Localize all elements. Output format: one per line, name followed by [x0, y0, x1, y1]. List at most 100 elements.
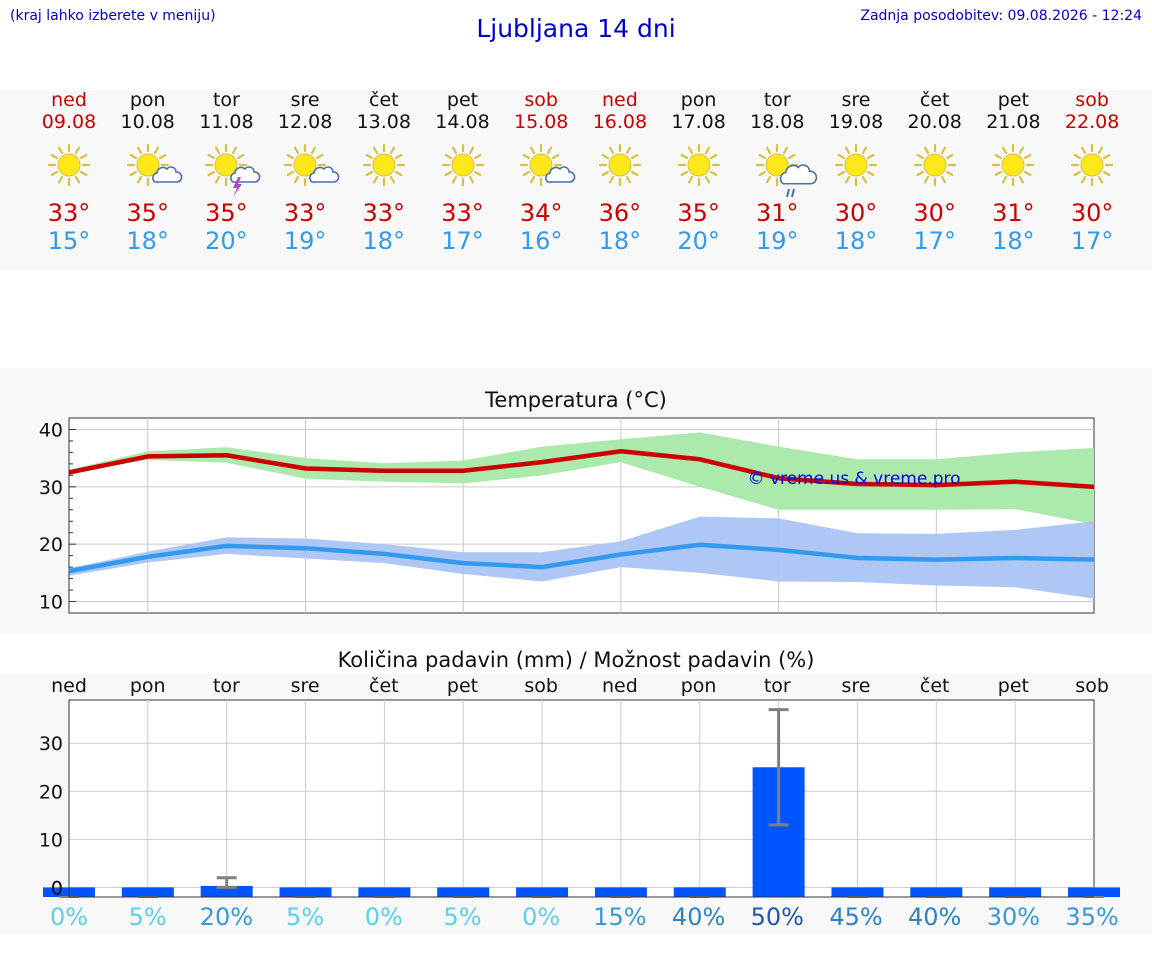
min-temp: 19° — [756, 227, 799, 255]
weather-icon — [913, 143, 956, 187]
max-temp: 35° — [205, 199, 248, 227]
x-category-label: ned — [601, 675, 638, 697]
x-category-label: sob — [524, 675, 558, 697]
y-tick-label: 30 — [39, 733, 63, 755]
max-temp: 35° — [126, 199, 169, 227]
weather-icon — [520, 143, 576, 187]
day-column: pon 10.08 35° 18° — [108, 89, 188, 255]
day-date: 22.08 — [1064, 111, 1120, 133]
max-temp: 33° — [47, 199, 91, 227]
x-category-label: pet — [446, 675, 479, 697]
weather-icon — [834, 143, 878, 187]
day-name: tor — [763, 89, 791, 111]
precip-bar — [200, 885, 253, 897]
precip-chance-label: 40% — [671, 903, 726, 931]
weather-icon — [992, 143, 1035, 187]
sun-icon — [441, 143, 484, 187]
day-date: 19.08 — [828, 111, 884, 133]
day-column: sre 19.08 30° 18° — [816, 89, 896, 255]
max-temp: 33° — [283, 199, 327, 227]
min-temp: 18° — [598, 227, 642, 255]
precip-bar — [594, 887, 647, 897]
weather-icon — [756, 143, 818, 198]
precip-chance-label: 5% — [128, 903, 167, 931]
day-date: 20.08 — [907, 111, 962, 133]
max-temp: 30° — [1070, 199, 1114, 227]
precip-chance-label: 15% — [593, 903, 647, 931]
day-column: čet 20.08 30° 17° — [895, 89, 975, 255]
precip-chance-label: 0% — [522, 903, 561, 931]
sun-icon — [677, 143, 720, 187]
precip-chance-label: 0% — [49, 903, 89, 931]
sun-cloud-thunder-icon — [205, 143, 261, 197]
day-date: 21.08 — [986, 111, 1041, 133]
max-temp: 34° — [519, 199, 563, 227]
x-category-label: pon — [680, 675, 717, 697]
min-temp: 18° — [126, 227, 169, 255]
y-tick-label: 40 — [39, 419, 63, 441]
precip-bar — [1068, 887, 1120, 897]
day-name: sre — [290, 89, 320, 111]
weather-icon — [598, 143, 641, 187]
max-temp: 33° — [441, 199, 484, 227]
day-column: ned 16.08 36° 18° — [580, 89, 660, 255]
max-temp: 36° — [598, 199, 642, 227]
day-name: sob — [524, 89, 558, 111]
precip-chance-label: 45% — [829, 903, 883, 931]
min-temp-line — [68, 542, 1095, 574]
precip-error-bar — [768, 708, 789, 827]
day-column: pet 14.08 33° 17° — [423, 89, 503, 255]
weather-icon — [362, 143, 405, 187]
x-category-label: sob — [1075, 675, 1109, 697]
day-date: 18.08 — [750, 111, 805, 133]
page-title: Ljubljana 14 dni — [476, 14, 676, 43]
day-date: 10.08 — [120, 111, 175, 133]
sun-icon — [598, 143, 641, 187]
precip-error-bar — [216, 876, 237, 889]
precip-chance-label: 30% — [986, 903, 1041, 931]
y-tick-label: 10 — [39, 829, 63, 851]
day-column: sob 15.08 34° 16° — [501, 89, 581, 255]
min-temp: 20° — [677, 227, 720, 255]
day-column: pon 17.08 35° 20° — [659, 89, 739, 255]
day-name: pet — [446, 89, 479, 111]
max-temp: 31° — [756, 199, 799, 227]
precip-chance-label: 5% — [286, 903, 325, 931]
precip-bar — [121, 887, 174, 897]
sun-cloud-icon — [520, 143, 576, 187]
day-column: sre 12.08 33° 19° — [265, 89, 345, 255]
day-column: pet 21.08 31° 18° — [973, 89, 1053, 255]
sun-icon — [47, 143, 91, 187]
x-category-label: sre — [841, 675, 871, 697]
min-temp: 18° — [362, 227, 406, 255]
min-temp: 19° — [283, 227, 327, 255]
y-tick-label: 20 — [39, 534, 63, 556]
day-name: čet — [919, 89, 950, 111]
precip-chance-label: 50% — [750, 903, 804, 931]
max-temp: 31° — [992, 199, 1035, 227]
min-temp: 17° — [441, 227, 484, 255]
precip-chance-label: 40% — [908, 903, 962, 931]
min-temp: 18° — [992, 227, 1035, 255]
day-column: čet 13.08 33° 18° — [344, 89, 424, 255]
x-category-label: tor — [212, 675, 240, 697]
sun-icon — [362, 143, 405, 187]
min-temp: 18° — [834, 227, 878, 255]
day-date: 16.08 — [592, 111, 648, 133]
sun-icon — [1070, 143, 1114, 187]
y-tick-label: 0 — [51, 877, 63, 899]
precipitation-chart-title: Količina padavin (mm) / Možnost padavin … — [337, 648, 815, 672]
day-column: tor 11.08 35° 20° — [186, 89, 266, 255]
day-column: ned 09.08 33° 15° — [29, 89, 109, 255]
location-hint: (kraj lahko izberete v meniju) — [10, 8, 216, 24]
day-name: sre — [841, 89, 871, 111]
min-temp-range-band — [69, 516, 1094, 599]
day-date: 17.08 — [671, 111, 726, 133]
day-date: 14.08 — [435, 111, 490, 133]
precip-bar — [831, 887, 884, 897]
plot-area — [68, 699, 1095, 898]
precip-chance-label: 20% — [199, 903, 254, 931]
sun-cloud-rain-icon — [756, 143, 818, 198]
x-category-label: tor — [763, 675, 791, 697]
weather-icon — [1070, 143, 1114, 187]
